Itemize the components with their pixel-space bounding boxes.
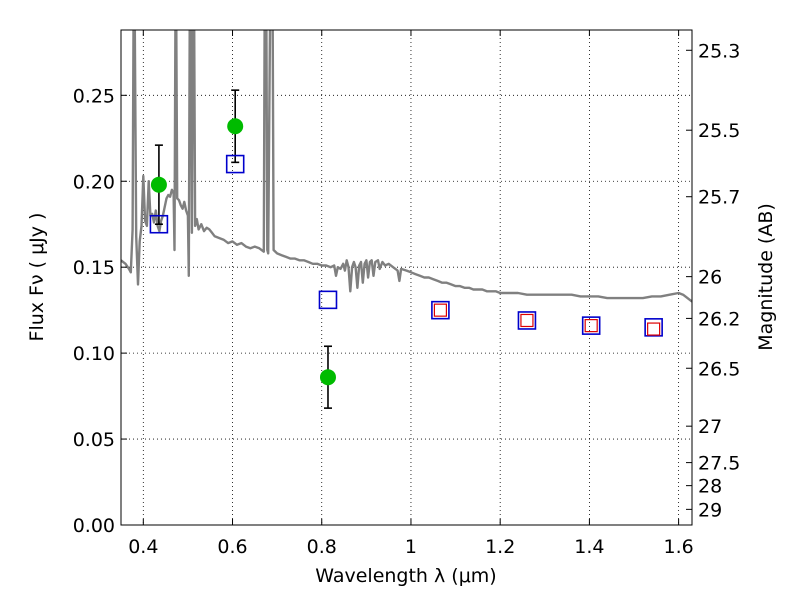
model-square-red <box>584 319 598 333</box>
y-tick-label: 0.05 <box>73 429 115 451</box>
observed-point <box>227 118 244 135</box>
model-square-blue <box>149 214 169 234</box>
y2-tick-label: 27.5 <box>698 453 740 475</box>
x-tick-label: 1.2 <box>485 536 515 558</box>
y-tick-label: 0.10 <box>73 343 115 365</box>
x-tick-label: 1 <box>405 536 417 558</box>
model-square-blue <box>517 311 537 330</box>
model-square-red <box>520 313 534 328</box>
y2-tick-label: 25.3 <box>698 40 740 62</box>
y-tick-label: 0.25 <box>73 85 115 107</box>
x-tick-label: 0.4 <box>128 536 158 558</box>
y2-axis-title: Magnitude (AB) <box>755 203 777 351</box>
observed-point <box>150 176 167 193</box>
axis-ticks <box>121 30 692 526</box>
x-tick-label: 1.6 <box>664 536 694 558</box>
grid-lines <box>121 30 692 526</box>
y-axis-title: Flux Fν ( μJy ) <box>26 213 48 342</box>
model-square-blue <box>431 300 450 320</box>
x-tick-label: 0.8 <box>307 536 337 558</box>
y2-tick-label: 29 <box>698 499 722 521</box>
plot-frame <box>120 29 693 526</box>
model-square-red <box>647 322 661 336</box>
y2-tick-label: 25.5 <box>698 120 740 142</box>
x-tick-label: 1.4 <box>574 536 604 558</box>
y2-tick-label: 27 <box>698 416 722 438</box>
y2-tick-label: 26.2 <box>698 308 740 330</box>
y2-tick-label: 26 <box>698 267 722 289</box>
model-square-blue <box>225 154 245 174</box>
plot-area <box>121 30 692 409</box>
y-tick-label: 0.20 <box>73 171 115 193</box>
x-axis-title: Wavelength λ (μm) <box>315 565 496 587</box>
x-tick-labels: 0.4 0.6 0.8 1 1.2 1.4 1.6 <box>128 536 694 558</box>
spectrum-line <box>121 30 692 303</box>
x-tick-label: 0.6 <box>217 536 247 558</box>
y-tick-label: 0.15 <box>73 257 115 279</box>
model-square-blue <box>644 318 663 337</box>
y2-tick-label: 25.7 <box>698 187 740 209</box>
model-square-blue <box>581 316 601 335</box>
observed-point <box>319 369 336 386</box>
y-tick-label: 0.00 <box>73 515 115 537</box>
y2-tick-label: 28 <box>698 476 722 498</box>
model-square-red <box>433 303 448 317</box>
y2-tick-label: 26.5 <box>698 358 740 380</box>
model-square-blue <box>318 290 338 310</box>
y-tick-labels: 0.00 0.05 0.10 0.15 0.20 0.25 <box>73 85 115 537</box>
